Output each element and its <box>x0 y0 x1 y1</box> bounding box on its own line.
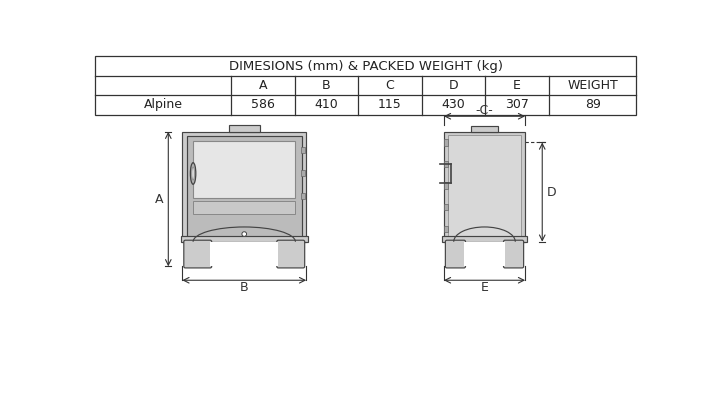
Text: -C-: -C- <box>476 103 493 117</box>
Bar <box>444 132 526 242</box>
Text: 410: 410 <box>315 98 338 111</box>
Bar <box>193 141 296 198</box>
Bar <box>301 147 305 153</box>
Circle shape <box>242 232 246 236</box>
FancyBboxPatch shape <box>503 240 523 268</box>
Text: D: D <box>547 185 556 199</box>
Text: WEIGHT: WEIGHT <box>567 79 618 92</box>
Text: DIMESIONS (mm) & PACKED WEIGHT (kg): DIMESIONS (mm) & PACKED WEIGHT (kg) <box>229 60 503 73</box>
Text: A: A <box>258 79 267 92</box>
Text: 115: 115 <box>378 98 402 111</box>
Text: B: B <box>240 282 248 295</box>
FancyBboxPatch shape <box>446 240 466 268</box>
Bar <box>448 135 521 238</box>
Text: Alpine: Alpine <box>144 98 183 111</box>
Bar <box>464 242 505 266</box>
Bar <box>301 170 305 176</box>
Text: 307: 307 <box>505 98 529 111</box>
Text: 430: 430 <box>442 98 466 111</box>
Bar <box>442 236 527 242</box>
Text: D: D <box>448 79 458 92</box>
Bar <box>471 126 498 132</box>
Bar <box>181 236 308 242</box>
Bar <box>193 201 296 214</box>
Ellipse shape <box>191 163 196 184</box>
FancyBboxPatch shape <box>183 240 211 268</box>
Text: E: E <box>481 282 488 295</box>
Text: A: A <box>155 193 164 206</box>
Bar <box>444 225 448 232</box>
Bar <box>444 161 448 167</box>
Ellipse shape <box>192 167 194 180</box>
Bar <box>210 242 278 266</box>
Bar <box>444 183 448 189</box>
Bar <box>182 132 306 242</box>
Text: B: B <box>322 79 331 92</box>
Bar <box>444 204 448 210</box>
Bar <box>96 56 636 115</box>
Bar <box>301 193 305 200</box>
FancyBboxPatch shape <box>277 240 305 268</box>
Text: 89: 89 <box>585 98 600 111</box>
Bar <box>228 126 260 132</box>
Text: E: E <box>513 79 521 92</box>
Bar <box>187 136 301 240</box>
Text: C: C <box>386 79 394 92</box>
Text: 586: 586 <box>251 98 275 111</box>
Bar <box>444 139 448 145</box>
